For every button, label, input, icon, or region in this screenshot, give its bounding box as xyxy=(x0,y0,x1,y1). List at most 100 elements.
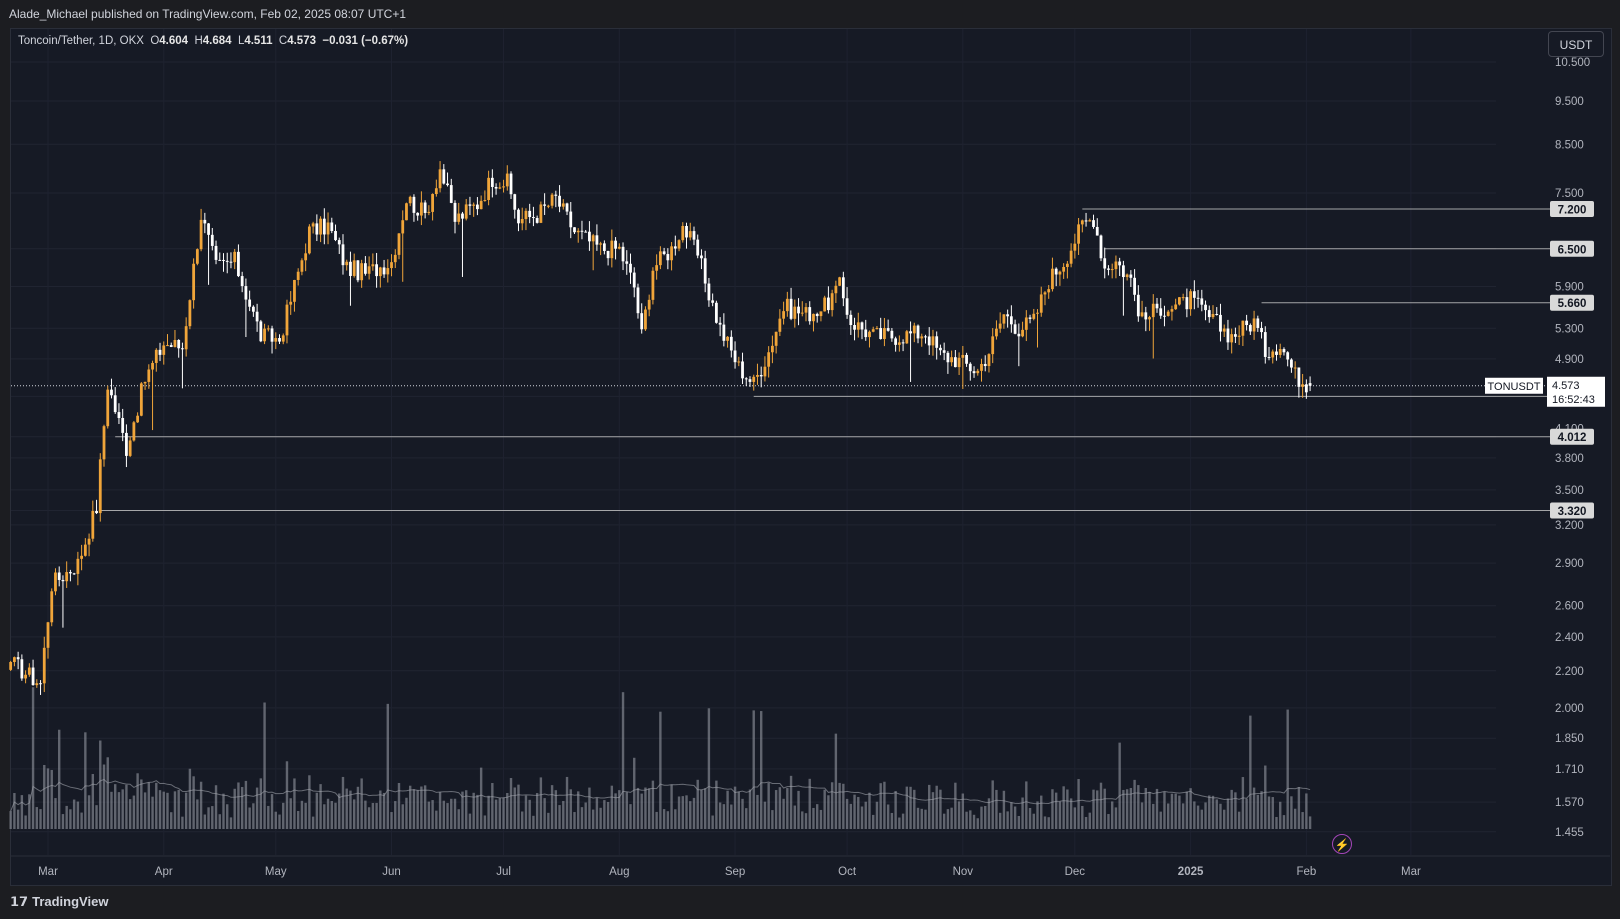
volume-bar xyxy=(517,784,520,829)
candle-body xyxy=(50,591,54,623)
volume-bar xyxy=(1208,795,1211,829)
candle xyxy=(1237,325,1241,345)
volume-bar xyxy=(647,788,651,829)
brand[interactable]: 𝟭𝟳 TradingView xyxy=(10,894,108,910)
candle xyxy=(65,561,69,588)
volume-bar xyxy=(935,785,938,829)
volume-bar xyxy=(879,783,882,829)
volume-bar xyxy=(1279,801,1282,829)
candle xyxy=(20,654,24,681)
candle xyxy=(894,336,898,352)
candle-body xyxy=(464,204,468,219)
candle xyxy=(285,299,289,344)
price-axis[interactable]: 10.5009.5008.5007.5005.9005.3004.9004.10… xyxy=(1555,57,1590,839)
candle-body xyxy=(132,422,136,441)
candle-body xyxy=(696,239,700,256)
volume-bar xyxy=(170,812,173,829)
candle-body xyxy=(1032,313,1036,319)
candle xyxy=(390,254,393,277)
level-label-bg xyxy=(1550,294,1594,311)
volume-bar xyxy=(431,800,434,829)
candle xyxy=(756,363,759,385)
candle xyxy=(46,621,50,659)
candle-body xyxy=(102,426,106,460)
time-tick-label: Feb xyxy=(1296,866,1316,878)
volume-bar xyxy=(838,782,841,829)
candles[interactable] xyxy=(9,161,1312,695)
lightning-icon[interactable]: ⚡ xyxy=(1332,834,1352,854)
time-tick-label: Nov xyxy=(953,866,974,878)
candle xyxy=(42,636,46,693)
volume-bar xyxy=(308,775,311,829)
volume-bar xyxy=(580,807,584,829)
symbol-title[interactable]: Toncoin/Tether, 1D, OKX xyxy=(18,35,144,47)
candle-body xyxy=(386,268,390,275)
candle xyxy=(797,298,800,326)
candle-body xyxy=(1211,313,1215,318)
candle xyxy=(655,254,659,280)
candle-body xyxy=(203,219,207,224)
volume-bar xyxy=(741,798,744,829)
currency-button[interactable]: USDT xyxy=(1548,31,1604,57)
candle-body xyxy=(991,336,995,355)
candle xyxy=(987,353,991,373)
candle-body xyxy=(20,659,24,679)
candle xyxy=(703,250,707,293)
volume-bar xyxy=(991,780,994,829)
candle xyxy=(1178,297,1181,306)
volume-bar xyxy=(442,800,446,829)
volume-bar xyxy=(1234,792,1237,829)
volume-bar xyxy=(916,807,920,829)
time-axis[interactable]: Mar Apr May Jun Jul Aug Sep Oct Nov Dec 2025 Feb Mar xyxy=(38,866,1421,878)
candle-body xyxy=(1125,274,1129,278)
candle-body xyxy=(472,204,476,206)
volume-bar xyxy=(931,792,935,829)
candle-body xyxy=(808,307,812,322)
candle-body xyxy=(31,667,35,686)
candle-body xyxy=(1054,268,1058,275)
candle-body xyxy=(1189,291,1193,310)
volume-bar xyxy=(1140,802,1144,829)
volume-bar xyxy=(1051,789,1054,829)
candle xyxy=(281,333,285,345)
candle-body xyxy=(431,194,435,212)
candle-body xyxy=(341,244,345,266)
candle-body xyxy=(942,350,946,353)
candle-body xyxy=(1237,335,1241,337)
volume-bar xyxy=(326,798,330,829)
candle xyxy=(535,215,539,224)
candle xyxy=(685,222,688,249)
candle-body xyxy=(1114,261,1118,270)
volume-bar xyxy=(681,796,684,829)
volume-bar xyxy=(584,802,587,829)
horizontal-levels[interactable] xyxy=(11,208,1550,511)
candle xyxy=(1077,218,1080,255)
candle xyxy=(666,248,670,270)
volume-bar xyxy=(1129,788,1133,829)
candle-body xyxy=(91,510,95,539)
candle-body xyxy=(1065,263,1069,267)
candle-body xyxy=(845,298,849,315)
candle-body xyxy=(498,187,502,189)
chart-frame[interactable] xyxy=(10,28,1612,886)
candle xyxy=(1301,373,1305,398)
candle xyxy=(905,329,909,344)
price-tick-label: 2.200 xyxy=(1555,666,1584,678)
volume-bar xyxy=(1189,788,1192,829)
candle-body xyxy=(1178,297,1181,305)
candle-body xyxy=(520,219,524,224)
price-tick-label: 2.400 xyxy=(1555,632,1584,644)
volume-bar xyxy=(117,792,121,829)
candle xyxy=(12,656,16,667)
candle xyxy=(225,252,229,274)
candle-body xyxy=(509,173,513,195)
candle-body xyxy=(1293,367,1297,369)
volume-bar xyxy=(1017,815,1021,829)
candle xyxy=(464,199,468,221)
volume-bar xyxy=(618,790,621,829)
candle-body xyxy=(931,336,935,346)
price-chart[interactable]: 10.5009.5008.5007.5005.9005.3004.9004.10… xyxy=(0,0,1620,886)
candle xyxy=(76,551,80,586)
candle-body xyxy=(606,250,610,259)
candle xyxy=(401,210,405,282)
